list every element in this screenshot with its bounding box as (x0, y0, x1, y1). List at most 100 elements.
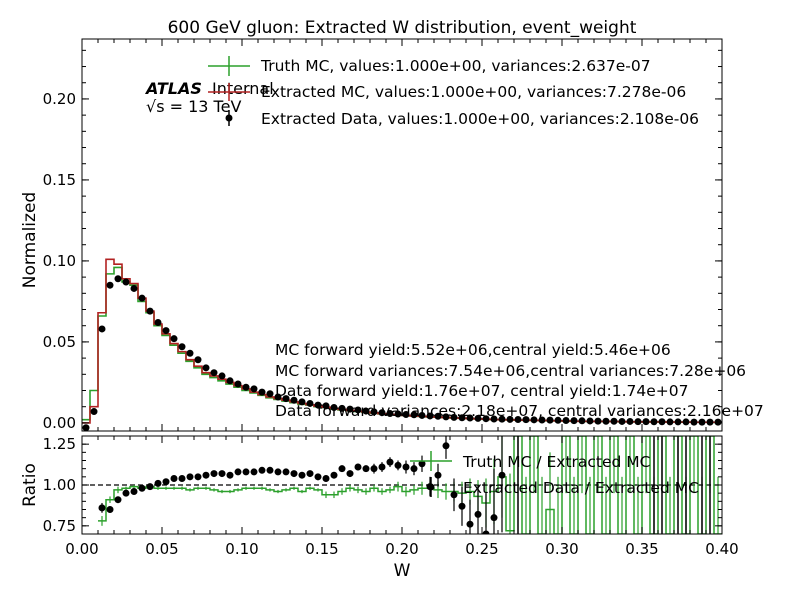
top-panel-plot (82, 258, 722, 431)
top-data-point (514, 416, 522, 423)
top-data-point (666, 418, 674, 426)
top-data-point (194, 356, 202, 364)
ratio-data-point (122, 489, 130, 497)
ratio-data-point (98, 504, 106, 512)
top-data-point (698, 418, 706, 426)
top-data-point (202, 364, 210, 372)
legend-truth-label: Truth MC, values:1.000e+00, variances:2.… (260, 57, 651, 75)
top-data-point (114, 275, 122, 283)
legend-extmc-label: Extracted MC, values:1.000e+00, variance… (261, 83, 686, 101)
atlas-label: ATLAS (144, 79, 202, 98)
ratio-data-point (114, 496, 122, 504)
top-data-point (274, 393, 282, 401)
annotation-mc-yield: MC forward yield:5.52e+06,central yield:… (275, 341, 671, 359)
top-data-point (682, 418, 690, 426)
axis-ticks: 0.00 0.05 0.10 0.15 0.20 0.25 0.30 0.35 0.40 0.00… (43, 39, 739, 558)
top-data-point (122, 278, 130, 286)
x-tick-label: 0.00 (65, 540, 98, 558)
ratio-data-point (274, 468, 282, 476)
top-data-point (338, 404, 346, 412)
x-tick-label: 0.20 (385, 540, 418, 558)
top-data-point (426, 412, 434, 420)
top-data-point (386, 410, 394, 418)
x-tick-label: 0.10 (225, 540, 258, 558)
energy-label: √s = 13 TeV (146, 97, 241, 116)
ratio-data-point (378, 463, 386, 471)
ratio-data-point (450, 491, 458, 499)
bottom-legend: Truth MC / Extracted MC Extracted Data /… (410, 451, 699, 497)
legend-data-label: Extracted Data, values:1.000e+00, varian… (261, 110, 699, 128)
ratio-data-point (242, 468, 250, 476)
x-tick-label: 0.25 (465, 540, 498, 558)
ratio-y-tick-label: 0.75 (43, 517, 76, 535)
top-data-point (162, 327, 170, 335)
y-tick-label: 0.15 (43, 171, 76, 189)
ratio-data-point (226, 471, 234, 479)
top-data-point (98, 325, 106, 333)
top-data-point (586, 417, 594, 425)
chart-title: 600 GeV gluon: Extracted W distribution,… (168, 18, 637, 38)
ratio-data-point (442, 442, 450, 450)
ratio-data-point (298, 471, 306, 479)
top-data-point (570, 417, 578, 425)
top-data-point (266, 390, 274, 398)
ratio-data-point (402, 463, 410, 471)
legend-ratio-data-marker (427, 483, 435, 491)
ratio-data-point (474, 510, 482, 518)
ratio-data-point (338, 465, 346, 473)
x-tick-label: 0.30 (545, 540, 578, 558)
ratio-data-point (418, 460, 426, 468)
top-data-point (170, 335, 178, 343)
ratio-data-point (258, 466, 266, 474)
top-data-point (618, 417, 626, 425)
top-data-point (690, 418, 698, 426)
top-data-point (290, 396, 298, 404)
top-data-point (314, 401, 322, 409)
ratio-data-point (186, 473, 194, 481)
top-data-point (138, 294, 146, 302)
top-data-point (394, 410, 402, 418)
top-data-point (482, 415, 490, 423)
top-data-point (530, 416, 538, 424)
ratio-data-point (234, 468, 242, 476)
annotation-mc-variances: MC forward variances:7.54e+06,central va… (275, 362, 746, 380)
top-data-point (322, 402, 330, 410)
top-data-point (186, 349, 194, 357)
top-data-point (474, 414, 482, 422)
top-data-point (410, 411, 418, 419)
y-tick-label: 0.00 (43, 414, 76, 432)
top-data-point (234, 380, 242, 388)
ratio-data-point (362, 465, 370, 473)
top-data-point (626, 417, 634, 425)
top-data-point (642, 418, 650, 426)
top-data-point (538, 416, 546, 424)
top-data-point (418, 411, 426, 419)
top-data-point (354, 406, 362, 414)
top-series-1-step (82, 258, 722, 424)
y-tick-label: 0.10 (43, 252, 76, 270)
ratio-data-point (346, 470, 354, 478)
ratio-data-point (146, 483, 154, 491)
ratio-data-point (498, 471, 506, 479)
top-data-point (402, 410, 410, 418)
ratio-data-point (354, 463, 362, 471)
top-data-point (178, 343, 186, 351)
ratio-data-point (394, 461, 402, 469)
top-data-point (90, 408, 98, 416)
atlas-status: Internal (212, 79, 274, 98)
top-data-point (498, 415, 506, 423)
top-data-point (242, 383, 250, 391)
ratio-data-point (130, 488, 138, 496)
top-data-point (458, 414, 466, 422)
top-data-point (154, 318, 162, 326)
top-data-point (610, 417, 618, 425)
xlabel: W (394, 561, 411, 581)
annotation-data-variances: Data forward variances:2.18e+07, central… (275, 402, 764, 420)
ratio-data-point (178, 474, 186, 482)
annotation-data-yield: Data forward yield:1.76e+07, central yie… (275, 382, 689, 400)
top-data-point (146, 307, 154, 315)
top-data-point (602, 417, 610, 425)
top-data-point (554, 416, 562, 424)
ratio-data-point (194, 473, 202, 481)
ratio-data-point (490, 514, 498, 522)
